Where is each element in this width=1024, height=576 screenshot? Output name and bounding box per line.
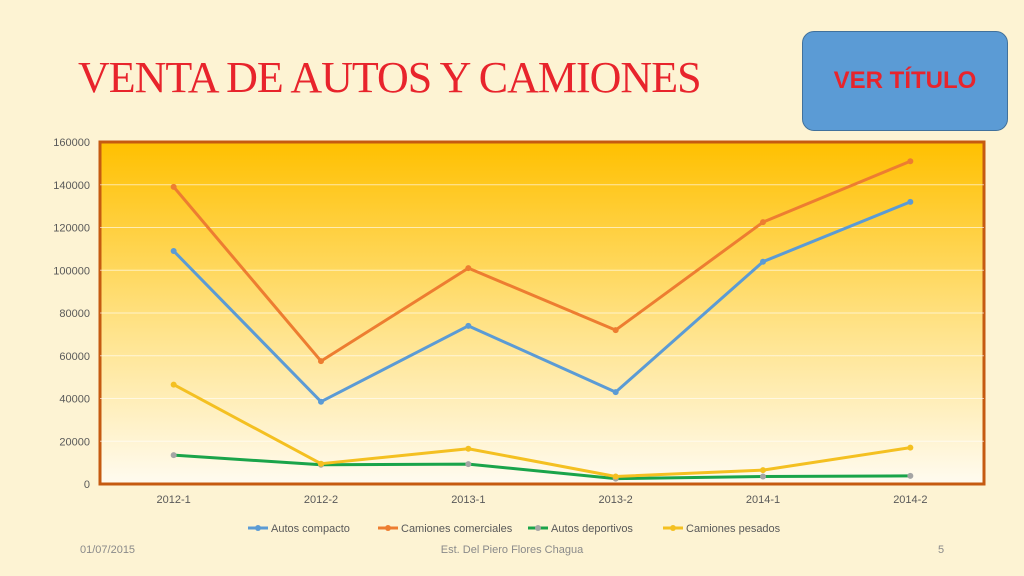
series-camiones-pesados: [170, 381, 914, 480]
data-point: [170, 452, 177, 459]
legend-item: Camiones comerciales: [378, 523, 513, 535]
data-point: [907, 198, 914, 205]
legend-swatch-marker: [385, 525, 391, 531]
y-tick-label: 20000: [59, 436, 90, 448]
legend-label: Autos deportivos: [551, 523, 633, 535]
y-tick-label: 80000: [59, 308, 90, 320]
y-tick-label: 100000: [53, 265, 90, 277]
legend-item: Autos compacto: [248, 523, 350, 535]
data-point: [318, 460, 324, 467]
series-line: [172, 453, 912, 481]
y-tick-label: 160000: [53, 137, 90, 149]
data-point: [612, 389, 619, 396]
data-point: [170, 248, 177, 255]
data-point: [465, 461, 472, 468]
data-point: [465, 445, 472, 452]
series-line: [172, 159, 912, 363]
data-point: [318, 398, 324, 405]
data-point: [465, 265, 472, 272]
data-point: [612, 473, 619, 480]
y-tick-label: 60000: [59, 351, 90, 363]
y-tick-label: 120000: [53, 223, 90, 235]
legend-item: Camiones pesados: [663, 523, 781, 535]
x-tick-label: 2012-1: [157, 494, 191, 506]
x-tick-label: 2014-2: [893, 494, 927, 506]
data-point: [465, 322, 472, 329]
data-point: [612, 327, 619, 334]
data-point: [760, 473, 766, 480]
series-line: [172, 200, 912, 404]
series-autos-compacto: [170, 198, 914, 405]
slide-title: VENTA DE AUTOS Y CAMIONES: [78, 53, 702, 102]
legend-label: Camiones pesados: [686, 523, 781, 535]
legend-label: Autos compacto: [271, 523, 350, 535]
legend-item: Autos deportivos: [528, 523, 633, 535]
data-point: [907, 444, 914, 451]
y-tick-label: 140000: [53, 180, 90, 192]
data-point: [907, 158, 914, 165]
x-tick-label: 2013-1: [451, 494, 485, 506]
series-line: [172, 383, 912, 479]
x-tick-label: 2012-2: [304, 494, 338, 506]
data-point: [907, 472, 914, 479]
y-tick-label: 40000: [59, 394, 90, 406]
legend-swatch-marker: [535, 525, 541, 531]
footer-author: Est. Del Piero Flores Chagua: [440, 544, 584, 556]
x-tick-label: 2014-1: [746, 494, 780, 506]
legend-swatch-marker: [255, 525, 261, 531]
data-point: [318, 358, 324, 365]
series-camiones-comerciales: [170, 158, 914, 365]
data-point: [760, 258, 766, 265]
data-point: [760, 219, 766, 226]
data-point: [760, 467, 766, 474]
footer-page-number: 5: [938, 544, 945, 556]
data-point: [170, 381, 177, 388]
footer-date: 01/07/2015: [80, 544, 136, 556]
legend-label: Camiones comerciales: [401, 523, 513, 535]
x-tick-label: 2013-2: [599, 494, 633, 506]
y-tick-label: 0: [84, 479, 90, 491]
legend-swatch-marker: [670, 525, 676, 531]
ver-titulo-button[interactable]: VER TÍTULO: [802, 31, 1008, 131]
data-point: [170, 183, 177, 190]
